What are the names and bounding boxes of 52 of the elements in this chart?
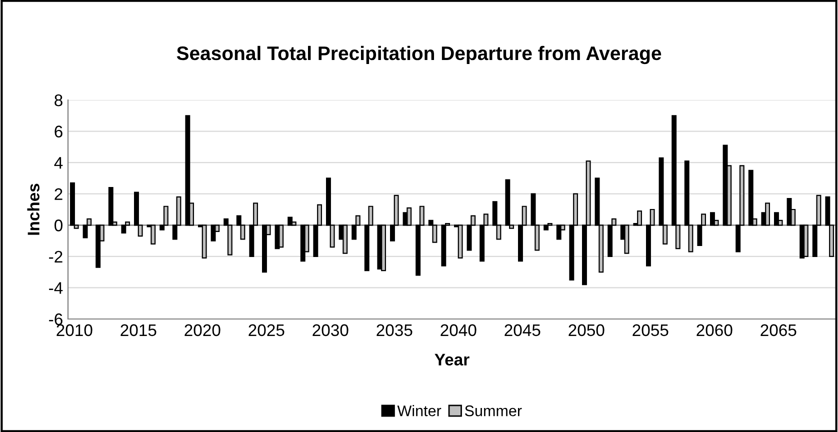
y-tick-label: 4 <box>54 157 63 169</box>
x-tick-label: 2055 <box>632 324 668 336</box>
x-tick-label: 2065 <box>760 324 796 336</box>
bar <box>710 212 715 226</box>
bar <box>505 179 510 226</box>
x-tick-label: 2045 <box>504 324 540 336</box>
x-tick-label: 2030 <box>312 324 348 336</box>
y-tick-label: 2 <box>54 188 62 200</box>
x-tick-label: 2050 <box>568 324 604 336</box>
bar <box>342 224 348 254</box>
bar <box>291 221 296 226</box>
bar <box>748 170 754 226</box>
bar <box>458 224 463 259</box>
bar <box>185 115 190 226</box>
legend-label: Summer <box>465 405 522 416</box>
y-tick-label: 0 <box>54 220 62 232</box>
x-tick-label: 2040 <box>440 324 476 336</box>
bar <box>381 224 386 272</box>
legend-label: Winter <box>397 405 442 416</box>
bar <box>210 224 216 242</box>
bar <box>556 224 562 240</box>
bar <box>803 224 808 257</box>
x-axis-title: Year <box>434 354 470 366</box>
bar <box>624 224 630 254</box>
bar <box>121 224 126 234</box>
bar <box>544 224 549 230</box>
bar <box>108 187 114 226</box>
bar <box>288 216 293 226</box>
bar <box>406 207 412 226</box>
x-tick-label: 2015 <box>120 324 156 336</box>
bar <box>441 224 446 266</box>
y-tick-label: -2 <box>49 250 62 262</box>
y-axis-title: Inches <box>27 184 40 235</box>
x-tick-label: 2035 <box>376 324 412 336</box>
bar <box>765 202 770 226</box>
bar <box>96 224 101 268</box>
x-tick-label: 2010 <box>56 324 92 336</box>
bar <box>70 182 75 226</box>
y-tick-label: 8 <box>54 94 62 106</box>
y-tick-label: 6 <box>54 126 62 138</box>
y-tick-label: -6 <box>49 313 62 326</box>
bar <box>262 224 267 273</box>
bar <box>774 212 779 226</box>
bar <box>150 224 156 244</box>
x-tick-label: 2025 <box>248 324 284 336</box>
x-tick-label: 2060 <box>696 324 732 336</box>
bar <box>278 224 284 248</box>
x-tick-label: 2020 <box>184 324 220 336</box>
chart-title: Seasonal Total Precipitation Departure from Average <box>176 46 662 64</box>
y-tick-label: -4 <box>49 282 63 294</box>
bar <box>202 224 207 259</box>
bar <box>637 210 642 226</box>
